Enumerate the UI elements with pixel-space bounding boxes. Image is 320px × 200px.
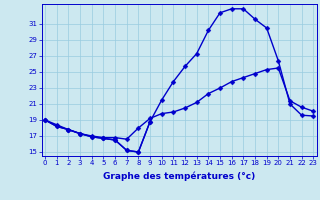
X-axis label: Graphe des températures (°c): Graphe des températures (°c)	[103, 172, 255, 181]
